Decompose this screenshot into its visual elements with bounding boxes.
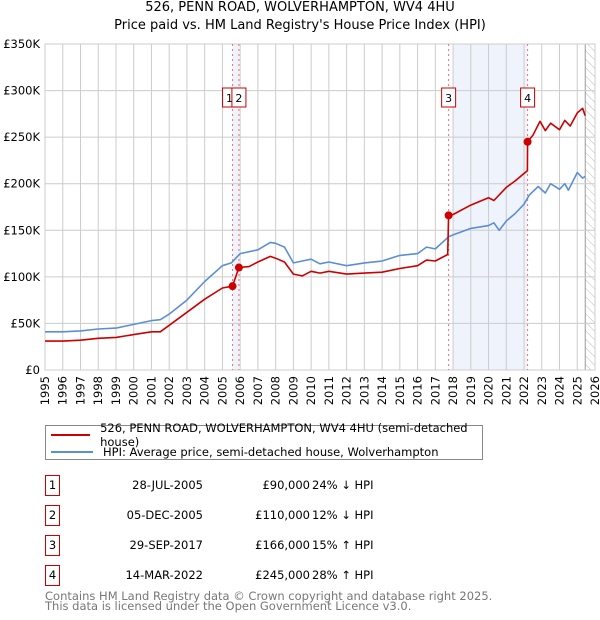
x-tick-label: 2007 <box>251 376 265 405</box>
x-tick-label: 2012 <box>340 376 354 405</box>
x-tick-label: 1998 <box>91 376 105 405</box>
x-tick-label: 1997 <box>73 376 87 405</box>
y-tick-label: £0 <box>25 363 40 377</box>
sale-period-shade <box>232 44 239 370</box>
sale-point <box>228 282 237 291</box>
footer-licence: This data is licensed under the Open Gov… <box>45 599 412 613</box>
transaction-number: 2 <box>45 505 60 526</box>
legend-item-hpi: HPI: Average price, semi-detached house,… <box>51 444 439 460</box>
price-chart: 1995 1996 1997 1998 1999 2000 2001 2002 2003 2004… <box>3 37 600 405</box>
y-tick-label: £50K <box>11 316 41 330</box>
x-tick-label: 2020 <box>482 376 496 405</box>
transaction-hpi: 12% ↓ HPI <box>312 508 374 522</box>
x-tick-label: 2013 <box>357 376 371 405</box>
x-tick-label: 2026 <box>588 376 600 405</box>
sale-label-box <box>520 87 536 108</box>
x-tick-label: 2016 <box>411 376 425 405</box>
x-tick-label: 2022 <box>517 376 531 405</box>
x-tick-label: 2004 <box>198 376 212 405</box>
x-tick-label: 2015 <box>393 376 407 405</box>
x-tick-label: 2023 <box>535 376 549 405</box>
x-tick-label: 2019 <box>464 376 478 405</box>
transaction-number: 3 <box>45 535 60 556</box>
legend-swatch-property <box>51 434 91 436</box>
x-tick-label: 2025 <box>570 376 584 405</box>
x-tick-label: 2010 <box>304 376 318 405</box>
transaction-row: 3 29-SEP-2017 £166,000 15% ↑ HPI <box>45 535 445 556</box>
transaction-row: 2 05-DEC-2005 £110,000 12% ↓ HPI <box>45 505 445 526</box>
transaction-number: 1 <box>45 475 60 496</box>
transaction-price: £90,000 <box>262 478 310 492</box>
transaction-hpi: 28% ↑ HPI <box>312 568 374 582</box>
y-tick-label: £200K <box>3 177 40 191</box>
transaction-date: 14-MAR-2022 <box>125 568 203 582</box>
y-tick-label: £300K <box>3 84 40 98</box>
x-tick-label: 2009 <box>286 376 300 405</box>
sale-period-shade <box>453 44 528 370</box>
hpi-line <box>45 171 586 333</box>
property-price-line <box>45 107 586 342</box>
footer-copyright: Contains HM Land Registry data © Crown c… <box>45 589 493 603</box>
transaction-date: 05-DEC-2005 <box>126 508 203 522</box>
sale-label-box <box>441 87 457 108</box>
x-tick-label: 2017 <box>428 376 442 405</box>
chart-legend: 526, PENN ROAD, WOLVERHAMPTON, WV4 4HU (… <box>45 421 483 460</box>
transaction-price: £110,000 <box>255 508 310 522</box>
transaction-hpi: 24% ↓ HPI <box>312 478 374 492</box>
x-tick-label: 2000 <box>127 376 141 405</box>
x-tick-label: 1999 <box>109 376 123 405</box>
legend-label-property: 526, PENN ROAD, WOLVERHAMPTON, WV4 4HU (… <box>100 421 468 449</box>
sale-label: 2 <box>235 92 242 105</box>
sale-point <box>523 137 532 146</box>
transaction-hpi: 15% ↑ HPI <box>312 538 374 552</box>
sale-label: 1 <box>226 92 233 105</box>
x-tick-label: 2018 <box>446 376 460 405</box>
x-tick-label: 2008 <box>269 376 283 405</box>
x-tick-label: 1995 <box>38 376 52 405</box>
transaction-price: £245,000 <box>255 568 310 582</box>
transaction-date: 29-SEP-2017 <box>129 538 203 552</box>
chart-title: 526, PENN ROAD, WOLVERHAMPTON, WV4 4HU <box>145 0 455 15</box>
x-tick-label: 2005 <box>215 376 229 405</box>
y-tick-label: £150K <box>3 223 40 237</box>
sale-label: 4 <box>524 92 531 105</box>
transaction-price: £166,000 <box>255 538 310 552</box>
x-tick-label: 2021 <box>499 376 513 405</box>
x-tick-label: 2011 <box>322 376 336 405</box>
transaction-row: 1 28-JUL-2005 £90,000 24% ↓ HPI <box>45 475 445 496</box>
y-tick-label: £350K <box>3 37 40 51</box>
x-tick-label: 2001 <box>144 376 158 405</box>
y-tick-label: £100K <box>3 270 40 284</box>
transaction-row: 4 14-MAR-2022 £245,000 28% ↑ HPI <box>45 565 445 586</box>
legend-swatch-hpi <box>51 451 93 453</box>
x-tick-label: 2003 <box>180 376 194 405</box>
plot-border <box>44 43 596 371</box>
x-tick-label: 2002 <box>162 376 176 405</box>
forecast-hatch <box>585 44 595 370</box>
sale-label-box <box>231 87 247 108</box>
sale-point <box>234 263 243 272</box>
transaction-number: 4 <box>45 565 60 586</box>
legend-item-property: 526, PENN ROAD, WOLVERHAMPTON, WV4 4HU (… <box>51 421 482 449</box>
x-tick-label: 2024 <box>553 376 567 405</box>
sale-label: 3 <box>445 92 452 105</box>
transaction-date: 28-JUL-2005 <box>132 478 203 492</box>
sale-point <box>444 211 453 220</box>
x-tick-label: 2014 <box>375 376 389 405</box>
legend-label-hpi: HPI: Average price, semi-detached house,… <box>103 445 439 459</box>
x-tick-label: 2006 <box>233 376 247 405</box>
chart-subtitle: Price paid vs. HM Land Registry's House … <box>114 18 486 33</box>
x-tick-label: 1996 <box>56 376 70 405</box>
y-tick-label: £250K <box>3 130 40 144</box>
